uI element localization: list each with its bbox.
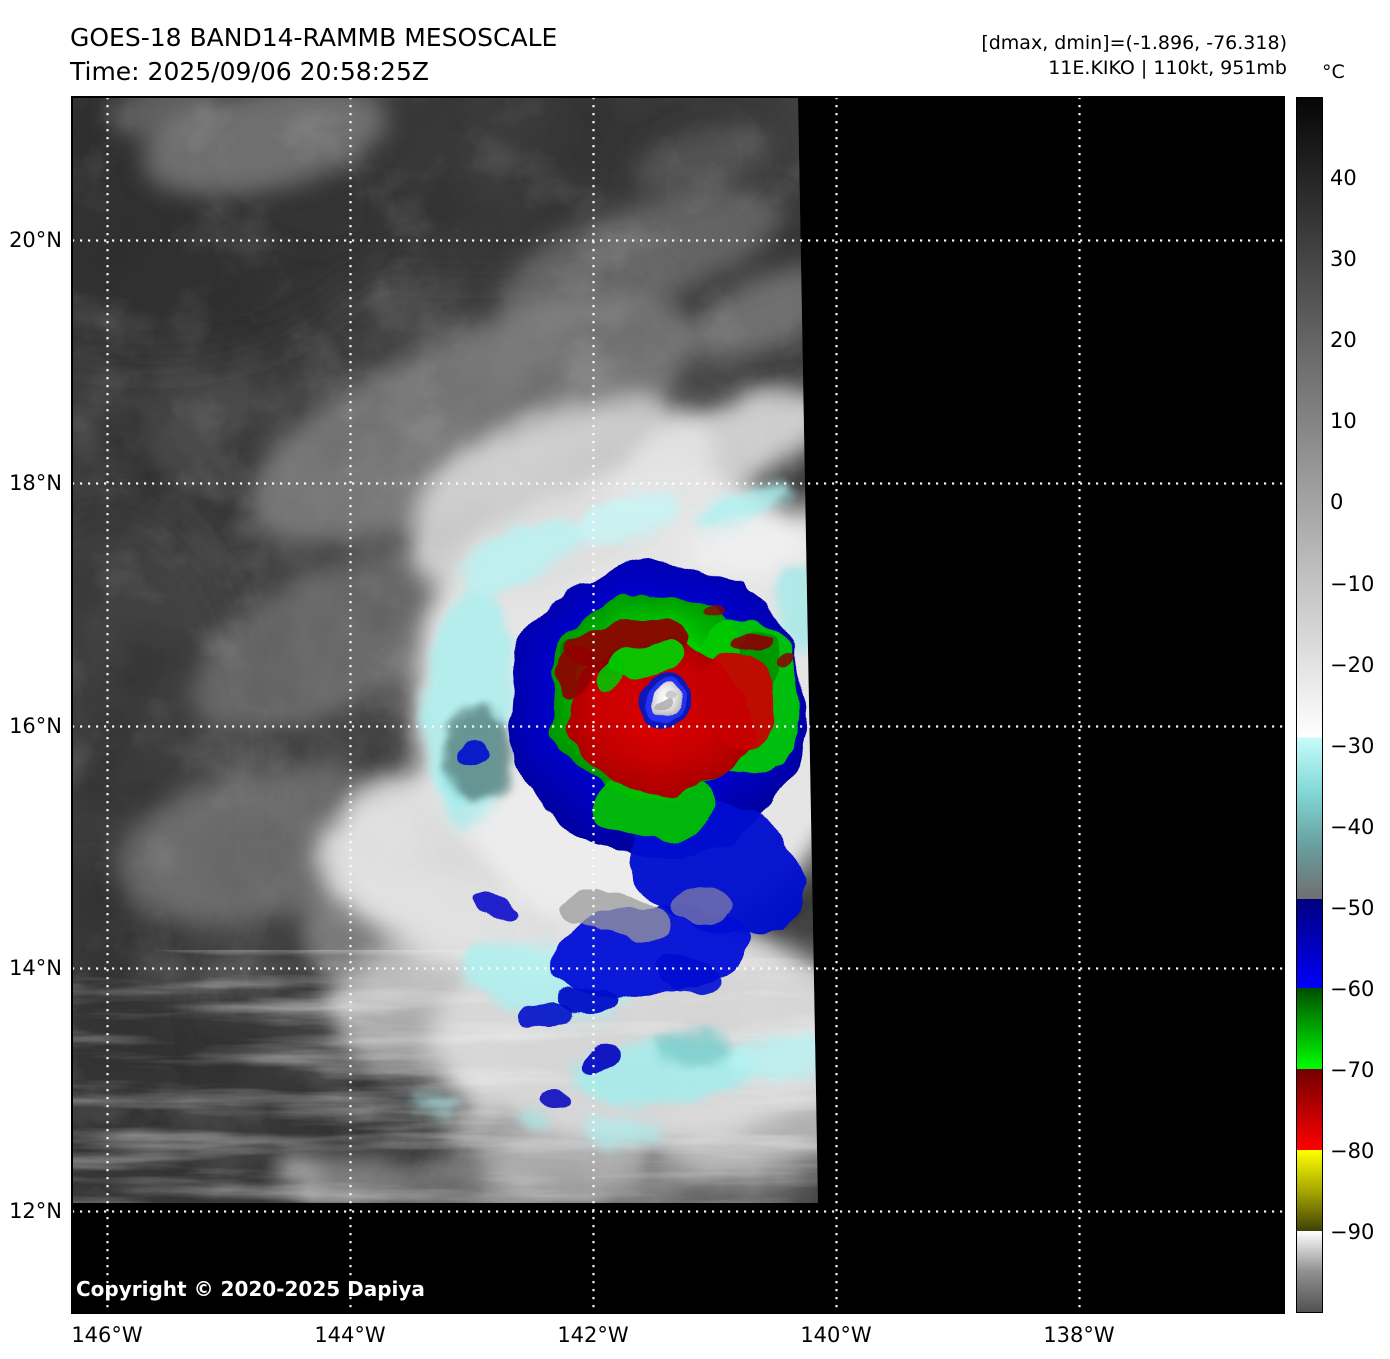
lat-label-12n: 12°N — [9, 1199, 62, 1223]
lat-label-16n: 16°N — [9, 714, 62, 738]
data-swath — [72, 97, 818, 1203]
dmax-dmin-label: [dmax, dmin]=(-1.896, -76.318) — [981, 32, 1287, 54]
hurricane-eye — [636, 674, 690, 728]
lat-label-18n: 18°N — [9, 471, 62, 495]
colorbar-tick-30: 30 — [1330, 247, 1357, 271]
colorbar-gradient — [1297, 98, 1322, 1312]
colorbar-tick-n30: −30 — [1330, 734, 1375, 758]
gridlines — [72, 97, 1284, 1313]
storm-info-label: 11E.KIKO | 110kt, 951mb — [1048, 57, 1287, 79]
colorbar — [1296, 97, 1323, 1313]
colorbar-tick-20: 20 — [1330, 328, 1357, 352]
lon-label-142w: 142°W — [557, 1323, 629, 1347]
lon-label-144w: 144°W — [314, 1323, 386, 1347]
lon-label-140w: 140°W — [800, 1323, 872, 1347]
timestamp-label: Time: 2025/09/06 20:58:25Z — [70, 57, 429, 86]
lat-label-20n: 20°N — [9, 228, 62, 252]
colorbar-unit-label: °C — [1322, 61, 1345, 83]
lon-label-146w: 146°W — [71, 1323, 143, 1347]
copyright-label: Copyright © 2020-2025 Dapiya — [76, 1277, 425, 1301]
colorbar-tick-n60: −60 — [1330, 977, 1375, 1001]
colorbar-tick-n80: −80 — [1330, 1139, 1375, 1163]
gray-band-gaps — [560, 887, 730, 939]
colorbar-tick-n70: −70 — [1330, 1058, 1375, 1082]
colorbar-tick-40: 40 — [1330, 166, 1357, 190]
map-frame — [71, 96, 1285, 1314]
colorbar-tick-n50: −50 — [1330, 896, 1375, 920]
colorbar-tick-n90: −90 — [1330, 1220, 1375, 1244]
lon-label-138w: 138°W — [1043, 1323, 1115, 1347]
colorbar-tick-n40: −40 — [1330, 815, 1375, 839]
colorbar-tick-n20: −20 — [1330, 653, 1375, 677]
colorbar-tick-10: 10 — [1330, 409, 1357, 433]
colorbar-tick-n10: −10 — [1330, 572, 1375, 596]
lat-label-14n: 14°N — [9, 956, 62, 980]
colorbar-tick-0: 0 — [1330, 490, 1344, 514]
annotation-block: [dmax, dmin]=(-1.896, -76.318) 11E.KIKO … — [981, 31, 1287, 81]
hurricane-core — [456, 562, 808, 1107]
page-title: GOES-18 BAND14-RAMMB MESOSCALE — [70, 23, 558, 52]
